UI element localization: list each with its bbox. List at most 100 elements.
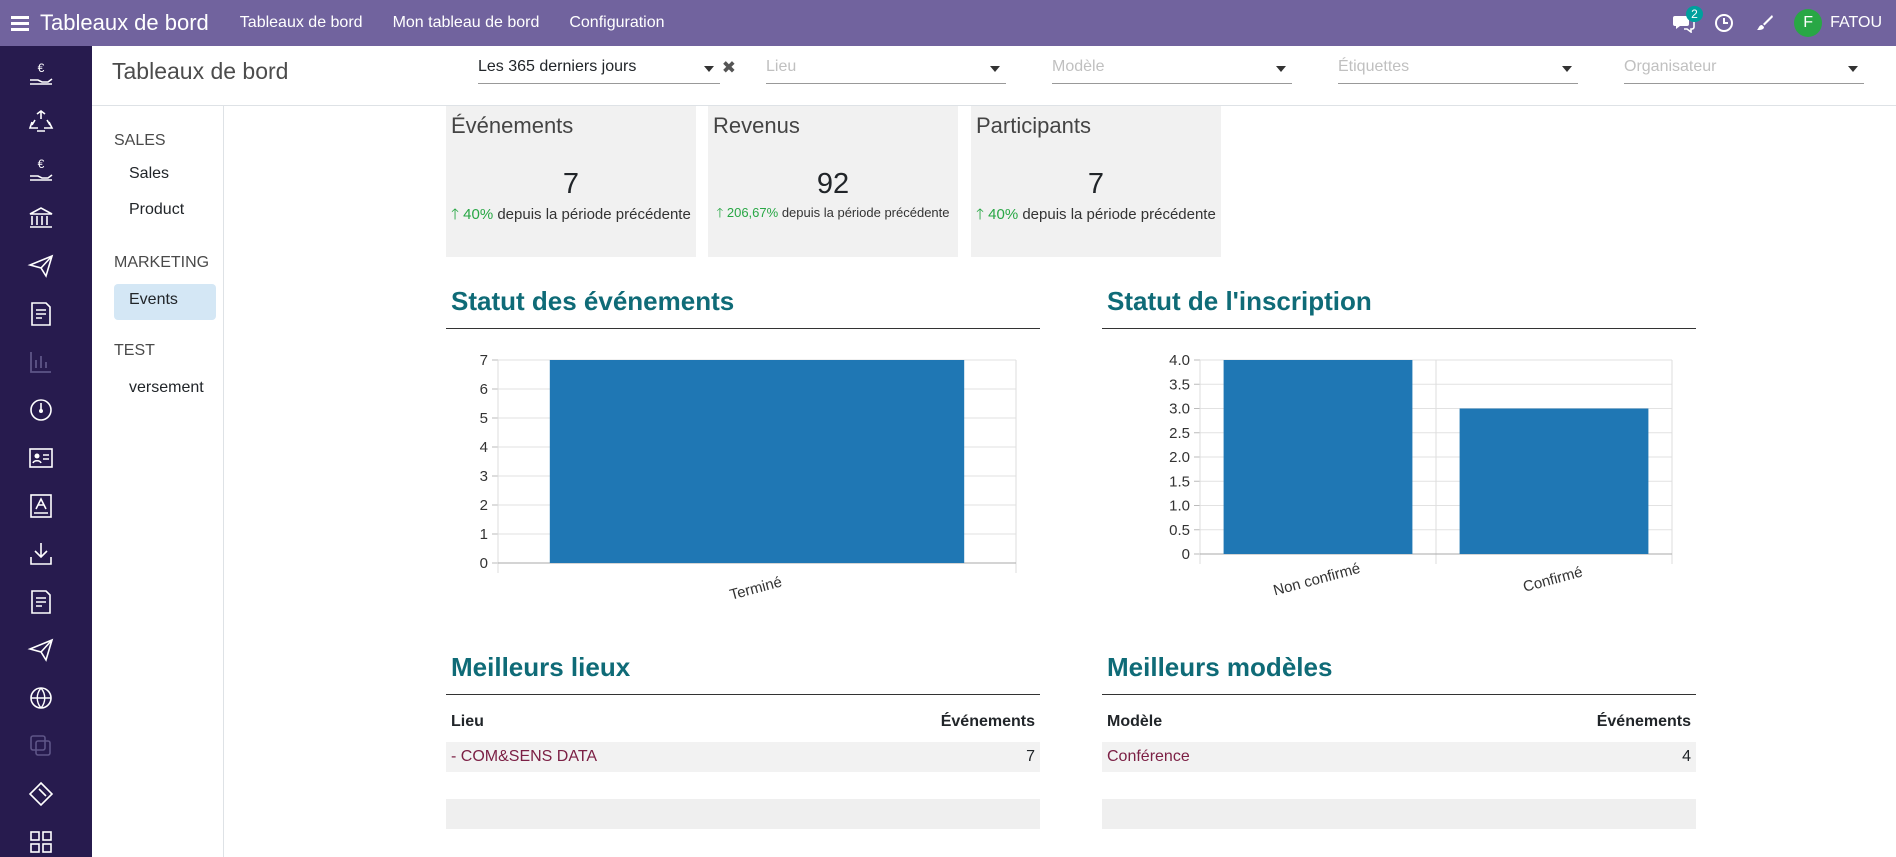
- bar: [1459, 408, 1649, 554]
- y-tick-label: 4.0: [1169, 352, 1190, 369]
- y-tick-label: 6: [480, 381, 488, 398]
- top-navbar: Tableaux de bord Tableaux de bord Mon ta…: [0, 0, 1896, 46]
- organisateur-filter-select[interactable]: Organisateur: [1624, 56, 1864, 84]
- control-panel: Tableaux de bord Les 365 derniers jours …: [92, 46, 1896, 106]
- document-icon[interactable]: [26, 587, 56, 617]
- contact-card-icon[interactable]: [26, 443, 56, 473]
- ticket-icon[interactable]: [26, 779, 56, 809]
- x-tick-label: Terminé: [728, 574, 784, 604]
- avatar[interactable]: F: [1794, 9, 1823, 37]
- svg-text:€: €: [38, 157, 45, 171]
- organisateur-filter-placeholder: Organisateur: [1624, 58, 1717, 75]
- message-count-badge: 2: [1686, 6, 1703, 22]
- chevron-down-icon: [990, 66, 1000, 72]
- kpi-value: 7: [1087, 168, 1105, 200]
- sidebar-item-sales[interactable]: Sales: [129, 165, 170, 182]
- sidebar-item-product[interactable]: Product: [129, 201, 185, 218]
- chevron-down-icon: [1848, 66, 1858, 72]
- nav-mon-tableau-de-bord[interactable]: Mon tableau de bord: [392, 14, 540, 31]
- lieu-filter-select[interactable]: Lieu: [766, 56, 1006, 84]
- recycle-icon[interactable]: [26, 107, 56, 137]
- kpi-value: 92: [816, 168, 850, 200]
- sign-icon[interactable]: [26, 491, 56, 521]
- send-icon[interactable]: [26, 635, 56, 665]
- nav-tableaux-de-bord[interactable]: Tableaux de bord: [239, 14, 363, 31]
- user-menu[interactable]: FATOU: [1830, 14, 1882, 31]
- page-title: Tableaux de bord: [112, 58, 289, 84]
- date-filter-select[interactable]: Les 365 derniers jours ✖: [478, 56, 736, 84]
- modele-filter-select[interactable]: Modèle: [1052, 56, 1292, 84]
- lieu-link[interactable]: - COM&SENS DATA: [451, 748, 598, 765]
- sidebar-item-events[interactable]: Events: [114, 284, 216, 320]
- table-empty-row: [446, 799, 1040, 829]
- chevron-down-icon: [1276, 66, 1286, 72]
- kpi-value: 7: [562, 168, 580, 200]
- sidebar-section-test: TEST: [114, 342, 155, 359]
- sidebar-item-versement[interactable]: versement: [129, 379, 204, 396]
- kpi-card-evenements: Événements 7 🡑 40% depuis la période pré…: [446, 106, 696, 257]
- clear-filter-icon[interactable]: ✖: [721, 58, 736, 77]
- document-icon[interactable]: [26, 299, 56, 329]
- kpi-comparison-label: depuis la période précédente: [1022, 206, 1216, 223]
- y-tick-label: 3.5: [1169, 376, 1190, 393]
- chevron-down-icon: [1562, 66, 1572, 72]
- lieu-filter-placeholder: Lieu: [766, 58, 797, 75]
- y-tick-label: 7: [480, 352, 488, 369]
- nav-configuration[interactable]: Configuration: [569, 14, 665, 31]
- x-tick-label: Non confirmé: [1272, 560, 1363, 600]
- y-tick-label: 3.0: [1169, 401, 1190, 418]
- clock-icon[interactable]: [1704, 0, 1744, 46]
- hamburger-menu-icon[interactable]: [2, 0, 38, 46]
- arrow-up-icon: 🡑: [716, 205, 727, 220]
- kpi-comparison-label: depuis la période précédente: [781, 205, 950, 220]
- gauge-icon[interactable]: [26, 395, 56, 425]
- table-title-meilleurs-modeles: Meilleurs modèles: [1102, 652, 1696, 695]
- send-icon[interactable]: [26, 251, 56, 281]
- chart-statut-evenements: 0 1 2 3 4 5 6 7 Terminé: [480, 352, 1017, 604]
- modele-link[interactable]: Conférence: [1107, 748, 1190, 765]
- app-title[interactable]: Tableaux de bord: [40, 10, 209, 35]
- x-tick-label: Confirmé: [1521, 564, 1584, 596]
- etiquettes-filter-select[interactable]: Étiquettes: [1338, 56, 1578, 84]
- table-title-meilleurs-lieux: Meilleurs lieux: [446, 652, 1040, 695]
- arrow-up-icon: 🡑: [976, 206, 989, 223]
- copy-icon[interactable]: [26, 731, 56, 761]
- download-icon[interactable]: [26, 539, 56, 569]
- bar-chart-icon[interactable]: [26, 347, 56, 377]
- bank-icon[interactable]: [26, 203, 56, 233]
- table-row[interactable]: - COM&SENS DATA 7: [446, 742, 1040, 772]
- kpi-title: Événements: [451, 113, 574, 138]
- app-sidebar: € €: [0, 46, 92, 857]
- apps-grid-icon[interactable]: [26, 827, 56, 857]
- column-header[interactable]: Événements: [940, 713, 1035, 730]
- date-filter-value: Les 365 derniers jours: [478, 58, 637, 75]
- y-tick-label: 3: [480, 468, 488, 485]
- column-header[interactable]: Événements: [1596, 713, 1691, 730]
- y-tick-label: 5: [480, 410, 488, 427]
- sidebar-section-marketing: MARKETING: [114, 254, 210, 271]
- modele-filter-placeholder: Modèle: [1052, 58, 1105, 75]
- dashboard-sidebar: SALES Sales Product MARKETING Events TES…: [92, 106, 224, 857]
- y-tick-label: 0: [1182, 546, 1190, 563]
- table-empty-row: [1102, 799, 1696, 829]
- column-header[interactable]: Lieu: [451, 713, 484, 730]
- row-count: 7: [1026, 748, 1035, 765]
- brush-icon[interactable]: [1744, 0, 1784, 46]
- bar: [549, 360, 965, 563]
- y-tick-label: 2.0: [1169, 449, 1190, 466]
- y-tick-label: 0: [480, 555, 488, 572]
- y-tick-label: 1.0: [1169, 498, 1190, 515]
- accounting-icon[interactable]: €: [26, 59, 56, 89]
- sidebar-section-sales: SALES: [114, 132, 166, 149]
- column-header[interactable]: Modèle: [1107, 713, 1163, 730]
- table-row[interactable]: Conférence 4: [1102, 742, 1696, 772]
- kpi-comparison-label: depuis la période précédente: [497, 206, 691, 223]
- bar: [1223, 360, 1413, 554]
- etiquettes-filter-placeholder: Étiquettes: [1338, 58, 1410, 75]
- globe-icon[interactable]: [26, 683, 56, 713]
- table-meilleurs-modeles: Modèle Événements Conférence 4: [1102, 702, 1696, 829]
- messages-icon[interactable]: 2: [1664, 0, 1704, 46]
- accounting-icon[interactable]: €: [26, 155, 56, 185]
- y-tick-label: 0.5: [1169, 522, 1190, 539]
- chart-title-statut-inscription: Statut de l'inscription: [1102, 286, 1696, 329]
